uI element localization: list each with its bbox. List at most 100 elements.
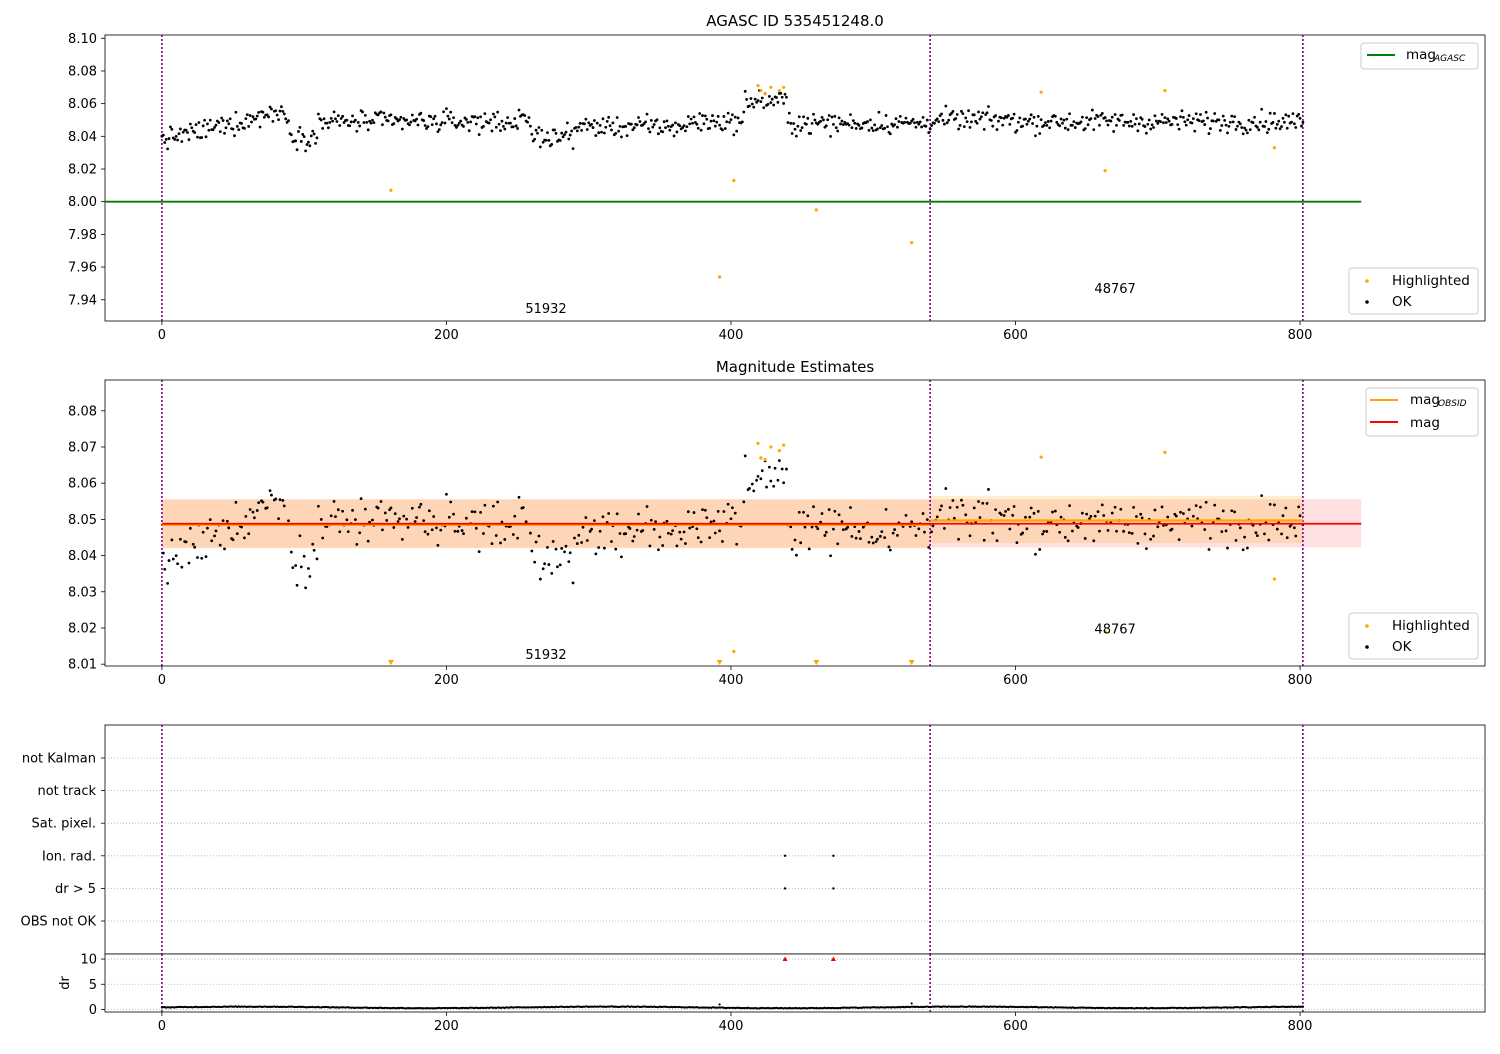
ok-point (974, 119, 978, 123)
ok-point (1032, 511, 1036, 515)
ok-point (1137, 122, 1141, 126)
ok-point (1071, 529, 1074, 533)
ok-point (233, 134, 236, 138)
ok-point (598, 529, 602, 533)
dr-panel: 0 5 10 0 200 400 600 800 dr (58, 953, 1486, 1034)
ok-point (308, 144, 312, 148)
ok-point (930, 530, 933, 534)
flag-point (832, 854, 835, 857)
ok-point (339, 117, 343, 120)
ok-point (982, 538, 986, 542)
ok-point (928, 127, 932, 131)
ok-point (785, 95, 788, 99)
ok-point (201, 530, 205, 534)
ok-point (769, 101, 773, 105)
ok-point (756, 99, 760, 102)
ok-point (602, 546, 606, 550)
ok-point (1268, 502, 1272, 506)
ok-point (386, 119, 390, 123)
ok-point (167, 559, 171, 562)
ok-point (298, 534, 302, 538)
ok-point (334, 117, 337, 121)
ok-point (449, 110, 453, 114)
dr-tick-label: 0 (89, 1003, 97, 1018)
flag-row-label: Ion. rad. (42, 849, 96, 864)
ok-point (1166, 515, 1170, 519)
ok-point (618, 124, 622, 128)
ok-point (338, 530, 342, 534)
ok-point (577, 533, 581, 537)
ok-point (482, 532, 485, 535)
ok-point (682, 530, 686, 534)
ok-point (884, 114, 888, 117)
highlighted-point (732, 649, 736, 654)
ok-point (1038, 132, 1042, 135)
ok-point (675, 130, 679, 134)
ok-point (1085, 116, 1089, 120)
ok-point (470, 510, 474, 514)
ok-point (945, 121, 949, 125)
ok-point (753, 97, 757, 101)
ok-point (935, 515, 939, 519)
ok-point (456, 123, 460, 127)
ok-point (1032, 115, 1036, 119)
ok-point (281, 110, 285, 113)
legend-label-highlighted: Highlighted (1392, 618, 1470, 634)
ok-point (1045, 124, 1049, 127)
legend-swatch-ok (1365, 645, 1369, 649)
ok-point (678, 124, 682, 128)
ok-point (1180, 109, 1184, 113)
ok-point (398, 517, 401, 521)
ok-point (812, 505, 815, 509)
ok-point (850, 534, 854, 538)
highlighted-point (782, 85, 786, 89)
ok-point (450, 121, 454, 124)
ok-point (787, 111, 791, 115)
ok-point (453, 529, 457, 533)
ok-point (224, 126, 228, 130)
ok-point (167, 137, 171, 140)
x-tick-label: 400 (719, 328, 744, 343)
legend-agasc-points: Highlighted OK (1348, 267, 1479, 315)
ok-point (1053, 509, 1057, 513)
dr-point (910, 1002, 913, 1005)
ok-point (402, 514, 406, 518)
ok-point (362, 121, 366, 124)
ok-point (410, 506, 414, 510)
ok-point (591, 126, 595, 129)
ok-point (941, 118, 945, 122)
ok-point (735, 542, 739, 546)
ok-point (1059, 117, 1063, 121)
ok-point (302, 554, 306, 558)
ok-point (371, 518, 374, 522)
ok-point (1224, 123, 1228, 127)
ok-point (871, 541, 875, 545)
ok-point (381, 528, 384, 532)
ok-point (453, 123, 457, 127)
legend-swatch-ok (1365, 300, 1369, 304)
ok-point (314, 141, 317, 145)
ok-point (1122, 529, 1126, 533)
ok-point (1251, 121, 1255, 125)
ok-point (265, 113, 269, 117)
ok-point (1133, 122, 1137, 126)
ok-point (281, 498, 285, 502)
ok-point (776, 478, 780, 482)
ok-point (332, 110, 336, 114)
highlighted-point (717, 275, 722, 279)
x-tick-label: 600 (1003, 1019, 1028, 1034)
ok-point (937, 120, 941, 124)
ok-point (849, 113, 852, 117)
ok-point (772, 103, 776, 107)
ok-point (772, 484, 776, 488)
ok-point (1035, 124, 1039, 128)
ok-point (685, 125, 689, 129)
ok-point (726, 502, 730, 506)
ok-point (457, 121, 461, 125)
ok-point (503, 538, 507, 541)
ok-point (702, 122, 706, 126)
flags-panel-data: not Kalman not track Sat. pixel. Ion. rad. d… (21, 725, 1485, 954)
ok-point (796, 124, 800, 128)
ok-point (500, 119, 504, 123)
ok-point (786, 121, 790, 124)
